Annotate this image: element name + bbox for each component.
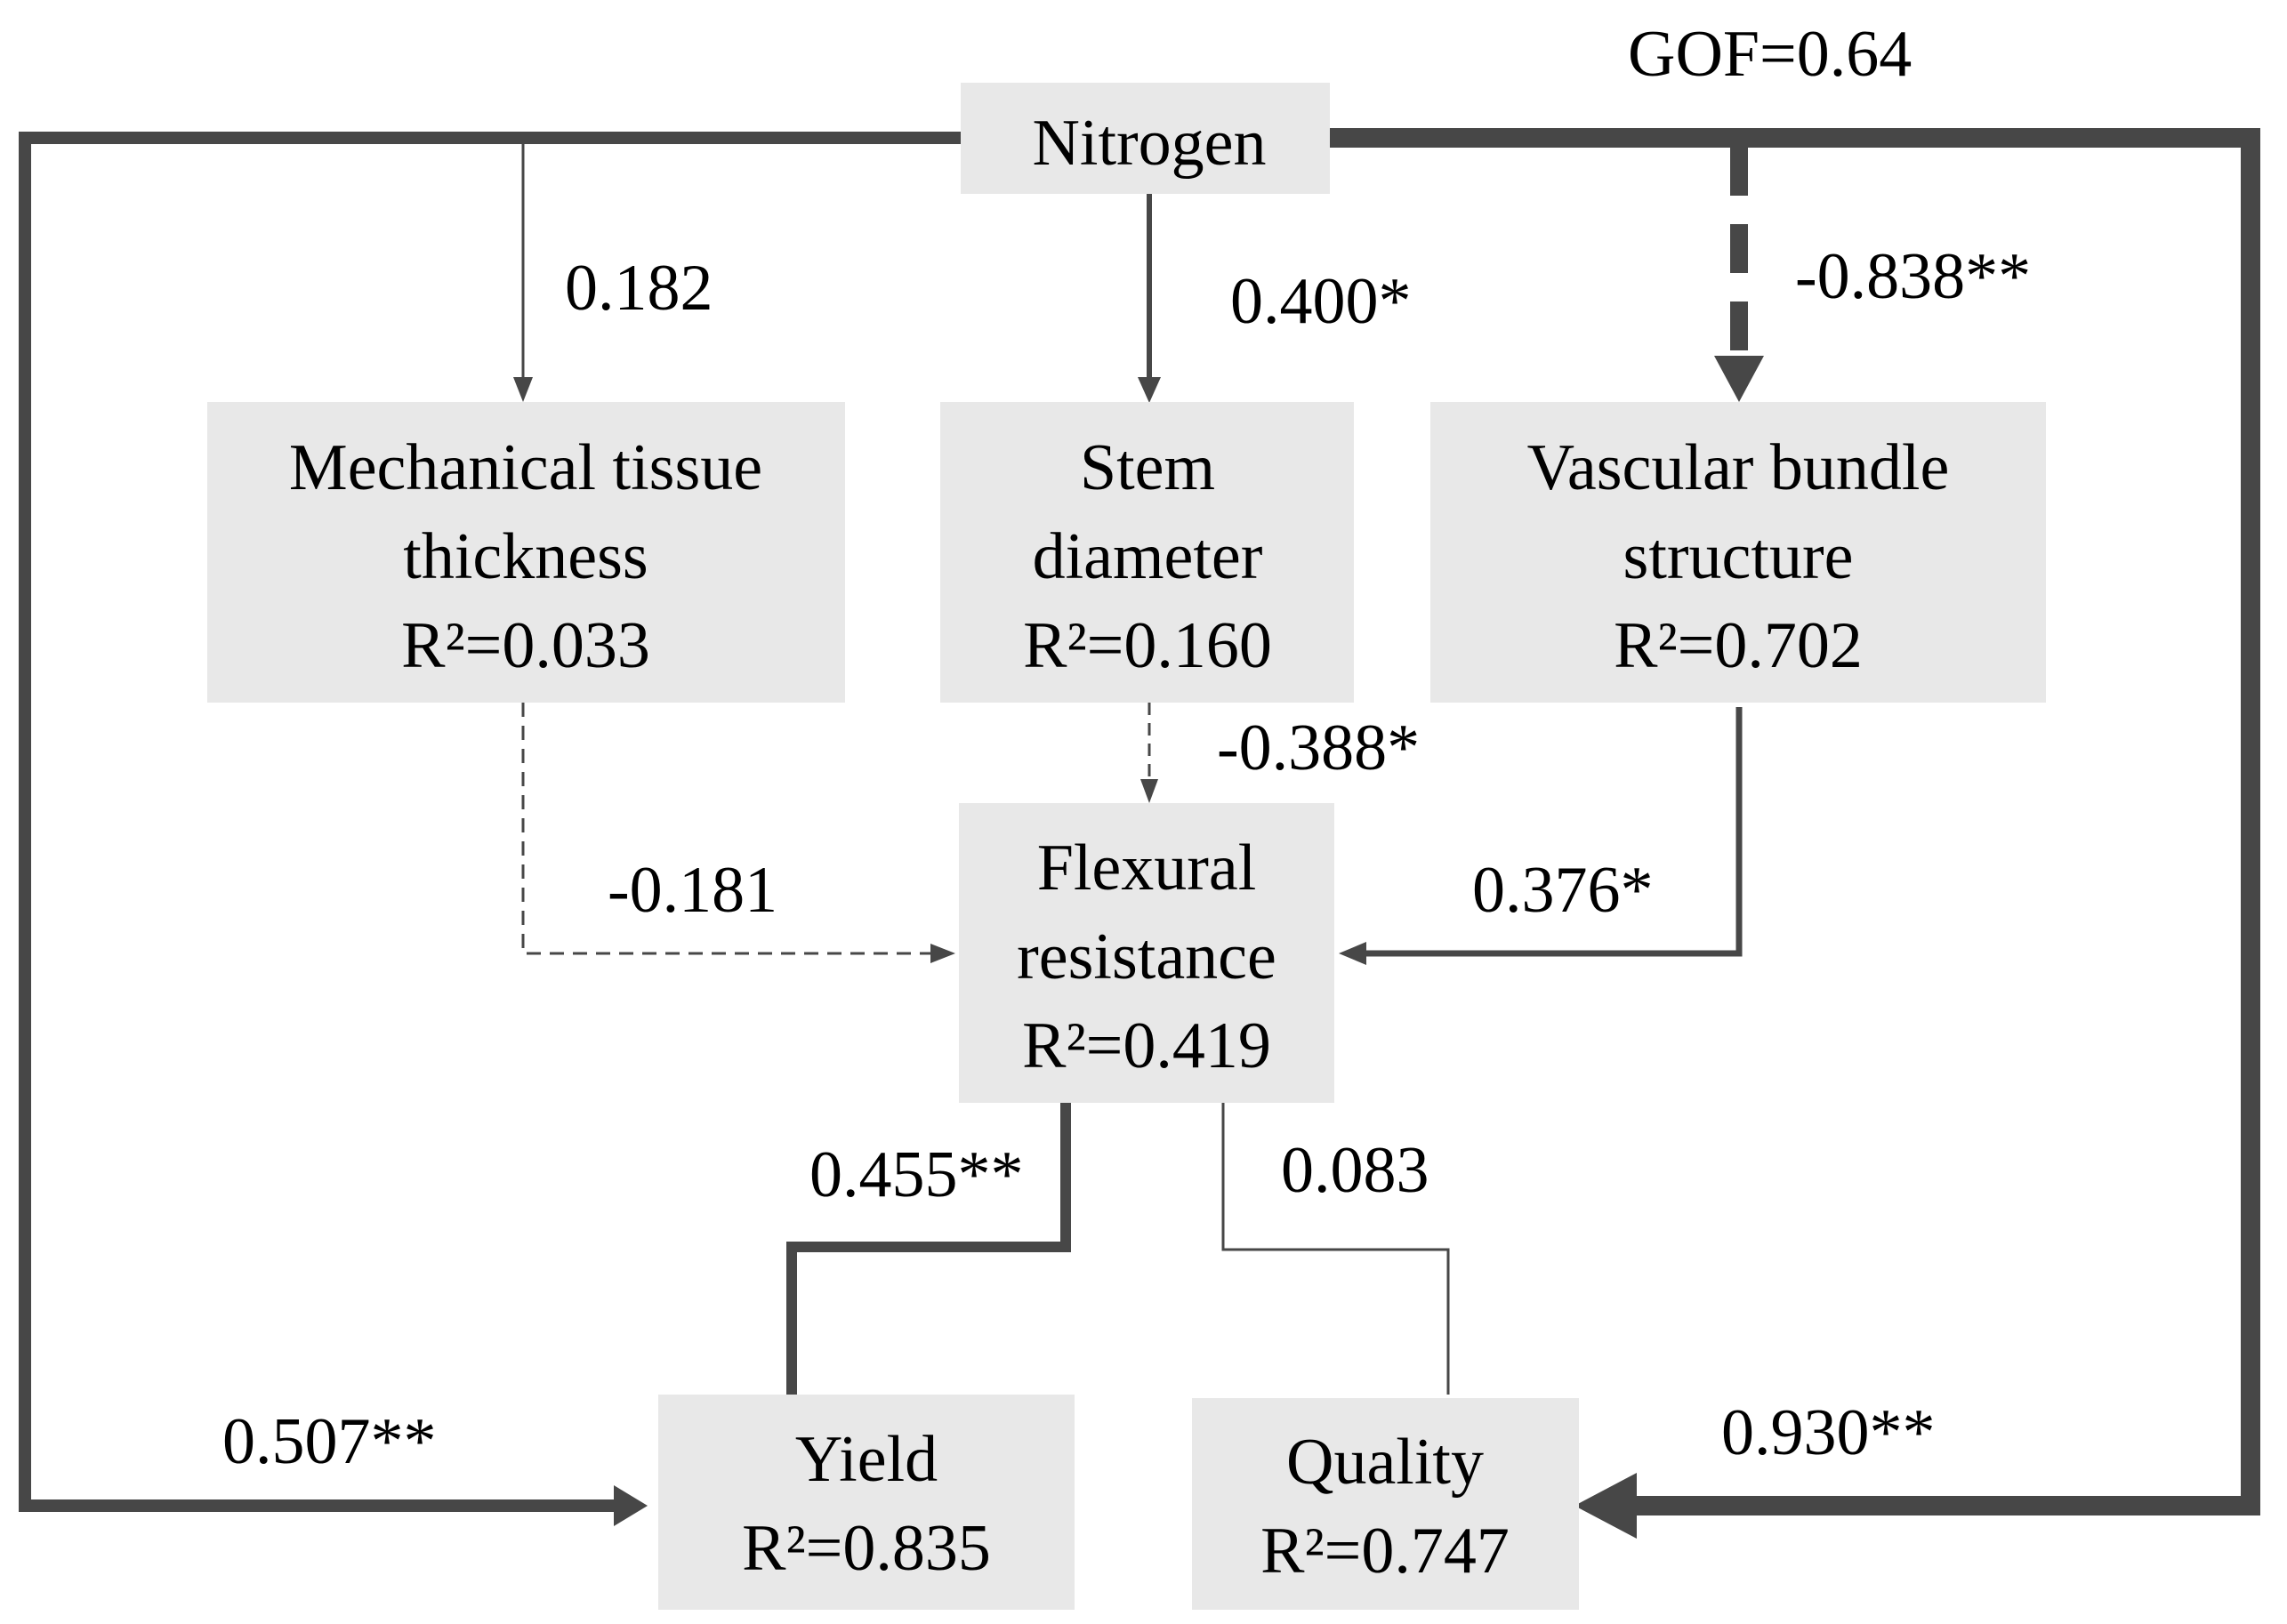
svg-text:R²=0.747: R²=0.747 bbox=[1260, 1515, 1510, 1588]
svg-text:structure: structure bbox=[1623, 520, 1854, 593]
svg-text:R²=0.835: R²=0.835 bbox=[742, 1512, 991, 1585]
quality-r2: R²=0.747 bbox=[1260, 1515, 1510, 1588]
svg-text:Nitrogen: Nitrogen bbox=[1032, 107, 1266, 180]
edge-nitrogen-to-stem bbox=[1138, 194, 1161, 403]
coef-flexural-to-quality: 0.083 bbox=[1281, 1134, 1429, 1207]
svg-text:R²=0.160: R²=0.160 bbox=[1023, 609, 1272, 682]
arrowhead-to-vascular bbox=[1714, 356, 1764, 402]
node-quality: Quality R²=0.747 bbox=[1192, 1398, 1579, 1610]
arrowhead-to-stem bbox=[1138, 377, 1161, 403]
mechanical-label-line-2: thickness bbox=[403, 520, 648, 593]
coef-vascular-to-flexural: 0.376* bbox=[1472, 854, 1654, 927]
stem-label-line-2: diameter bbox=[1033, 520, 1263, 593]
edge-nitrogen-to-mechanical bbox=[513, 138, 533, 402]
edge-nitrogen-to-yield bbox=[19, 132, 961, 1526]
edge-stem-to-flexural bbox=[1140, 703, 1158, 803]
node-vascular-bundle-structure: Vascular bundle structure R²=0.702 bbox=[1430, 402, 2046, 703]
arrowhead-mechanical-to-flexural bbox=[930, 944, 955, 963]
arrowhead-to-mechanical bbox=[513, 377, 533, 402]
edge-nitrogen-to-vascular bbox=[1714, 147, 1764, 402]
vascular-r2: R²=0.702 bbox=[1614, 609, 1863, 682]
node-mechanical-tissue-thickness: Mechanical tissue thickness R²=0.033 bbox=[207, 402, 845, 703]
mechanical-r2: R²=0.033 bbox=[401, 609, 650, 682]
nitrogen-label: Nitrogen bbox=[1032, 107, 1266, 180]
flexural-r2: R²=0.419 bbox=[1022, 1009, 1271, 1082]
coef-stem-to-flexural: -0.388* bbox=[1217, 712, 1420, 784]
coef-nitrogen-to-mechanical: 0.182 bbox=[565, 252, 713, 325]
node-yield: Yield R²=0.835 bbox=[658, 1395, 1075, 1610]
arrowhead-to-yield bbox=[614, 1485, 648, 1526]
coef-mechanical-to-flexural: -0.181 bbox=[608, 854, 777, 927]
arrowhead-stem-to-flexural bbox=[1140, 779, 1158, 803]
svg-text:Stem: Stem bbox=[1080, 431, 1215, 504]
svg-text:Mechanical tissue: Mechanical tissue bbox=[289, 431, 762, 504]
arrowhead-vascular-to-flexural bbox=[1339, 942, 1366, 965]
gof-label: GOF=0.64 bbox=[1628, 18, 1912, 91]
svg-text:Yield: Yield bbox=[795, 1423, 938, 1496]
coef-nitrogen-to-vascular: -0.838** bbox=[1795, 240, 2031, 313]
svg-text:diameter: diameter bbox=[1033, 520, 1263, 593]
yield-r2: R²=0.835 bbox=[742, 1512, 991, 1585]
svg-text:Quality: Quality bbox=[1286, 1426, 1484, 1499]
svg-text:R²=0.702: R²=0.702 bbox=[1614, 609, 1863, 682]
svg-text:Flexural: Flexural bbox=[1037, 832, 1257, 904]
stem-r2: R²=0.160 bbox=[1023, 609, 1272, 682]
svg-text:R²=0.419: R²=0.419 bbox=[1022, 1009, 1271, 1082]
edge-flexural-to-yield bbox=[786, 1103, 1071, 1395]
vascular-label-line-1: Vascular bundle bbox=[1527, 431, 1950, 504]
flexural-label-line-2: resistance bbox=[1017, 921, 1276, 993]
flexural-label-line-1: Flexural bbox=[1037, 832, 1257, 904]
coef-nitrogen-to-stem: 0.400* bbox=[1230, 265, 1412, 338]
edge-mechanical-to-flexural bbox=[521, 703, 955, 963]
coef-flexural-to-yield: 0.455** bbox=[809, 1138, 1024, 1211]
mechanical-label-line-1: Mechanical tissue bbox=[289, 431, 762, 504]
edge-flexural-to-quality bbox=[1221, 1103, 1450, 1395]
coef-nitrogen-to-quality: 0.930** bbox=[1721, 1396, 1936, 1469]
svg-text:Vascular bundle: Vascular bundle bbox=[1527, 431, 1950, 504]
svg-text:R²=0.033: R²=0.033 bbox=[401, 609, 650, 682]
yield-label: Yield bbox=[795, 1423, 938, 1496]
edge-vascular-to-flexural bbox=[1339, 707, 1743, 965]
vascular-label-line-2: structure bbox=[1623, 520, 1854, 593]
node-nitrogen: Nitrogen bbox=[961, 83, 1330, 194]
svg-text:resistance: resistance bbox=[1017, 921, 1276, 993]
coef-nitrogen-to-yield: 0.507** bbox=[222, 1405, 437, 1478]
node-stem-diameter: Stem diameter R²=0.160 bbox=[940, 402, 1354, 703]
svg-text:thickness: thickness bbox=[403, 520, 648, 593]
node-flexural-resistance: Flexural resistance R²=0.419 bbox=[959, 803, 1334, 1103]
quality-label: Quality bbox=[1286, 1426, 1484, 1499]
stem-label-line-1: Stem bbox=[1080, 431, 1215, 504]
arrowhead-to-quality bbox=[1574, 1473, 1637, 1539]
edge-nitrogen-to-quality bbox=[1330, 128, 2260, 1539]
